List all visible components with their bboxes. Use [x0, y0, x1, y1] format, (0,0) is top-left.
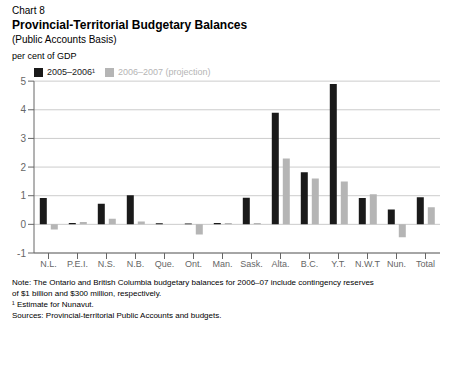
html-text:Sources: Provincial-territoria: Sources: Provincial-territorial Public A…	[12, 311, 222, 320]
html-text:¹ Estimate for Nunavut.: ¹ Estimate for Nunavut.	[12, 300, 94, 309]
html-text:per cent of GDP: per cent of GDP	[12, 51, 77, 61]
html-text:2006–2007 (projection): 2006–2007 (projection)	[118, 67, 211, 77]
svg-text:N.W.T: N.W.T	[355, 259, 380, 269]
html-text:Note: The Ontario and British: Note: The Ontario and British Columbia b…	[12, 278, 374, 287]
html-text:of $1 billion and $300 million: of $1 billion and $300 million, respecti…	[12, 289, 162, 298]
svg-text:1: 1	[20, 190, 26, 201]
svg-text:P.E.I.: P.E.I.	[67, 259, 88, 269]
html-text:2005–2006¹: 2005–2006¹	[47, 67, 95, 77]
svg-text:-1: -1	[17, 248, 26, 259]
svg-text:5: 5	[20, 76, 26, 87]
svg-text:2: 2	[20, 162, 26, 173]
svg-text:Sask.: Sask.	[240, 259, 263, 269]
svg-text:Que.: Que.	[155, 259, 175, 269]
svg-text:Total: Total	[416, 259, 435, 269]
svg-text:N.S.: N.S.	[98, 259, 116, 269]
svg-text:3: 3	[20, 133, 26, 144]
svg-text:B.C.: B.C.	[301, 259, 319, 269]
svg-text:Alta.: Alta.	[271, 259, 289, 269]
svg-text:0: 0	[20, 219, 26, 230]
html-text:Provincial-Territorial Budgeta: Provincial-Territorial Budgetary Balance…	[12, 18, 248, 32]
svg-text:N.B.: N.B.	[127, 259, 145, 269]
svg-text:4: 4	[20, 104, 26, 115]
svg-text:Y.T.: Y.T.	[331, 259, 345, 269]
svg-text:N.L.: N.L.	[40, 259, 57, 269]
html-text:Chart 8: Chart 8	[12, 5, 45, 16]
html-text:(Public Accounts Basis): (Public Accounts Basis)	[12, 34, 117, 45]
svg-text:Nun.: Nun.	[387, 259, 406, 269]
svg-text:Man.: Man.	[212, 259, 232, 269]
svg-text:Ont.: Ont.	[185, 259, 202, 269]
